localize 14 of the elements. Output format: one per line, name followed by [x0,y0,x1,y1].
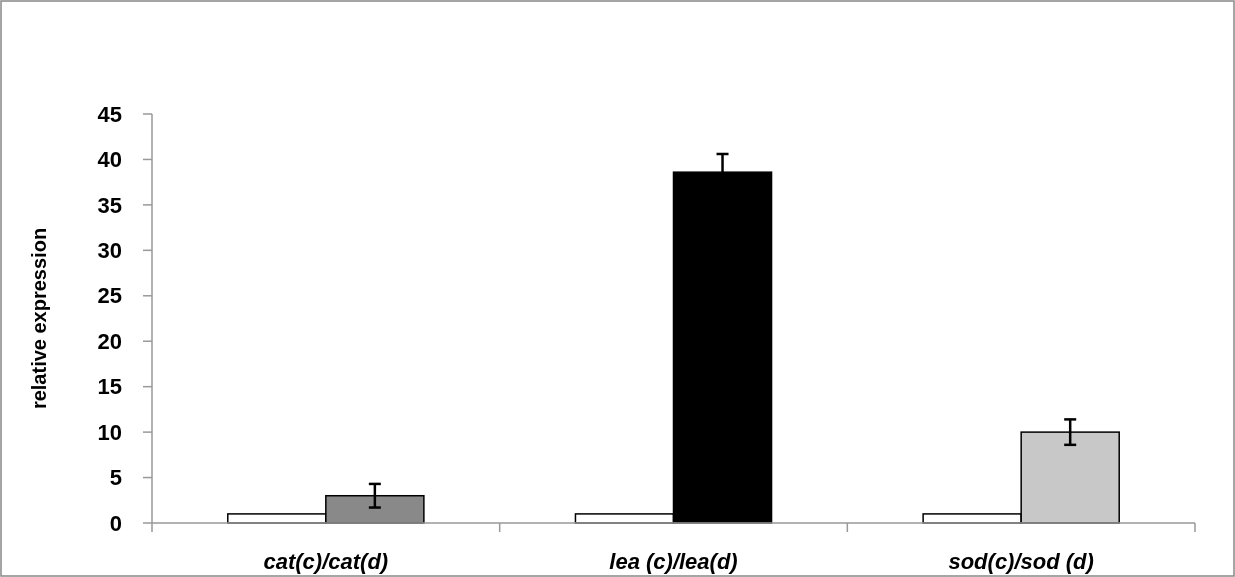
y-tick-label: 0 [109,510,122,536]
y-tick-label: 5 [109,465,122,491]
y-tick-label: 25 [97,283,122,309]
y-tick-label: 45 [97,101,122,127]
y-axis-title: relative expression [28,227,50,410]
y-tick-label: 40 [97,147,122,173]
x-tick-label: lea (c)/lea(d) [609,549,738,574]
y-tick-label: 35 [97,192,122,218]
y-tick-label: 20 [97,328,122,354]
x-tick-label: cat(c)/cat(d) [263,549,389,574]
y-tick-label: 30 [97,238,122,264]
y-tick-label: 10 [97,419,122,445]
y-tick-label: 15 [97,374,122,400]
x-tick-label: sod(c)/sod (d) [948,549,1094,574]
